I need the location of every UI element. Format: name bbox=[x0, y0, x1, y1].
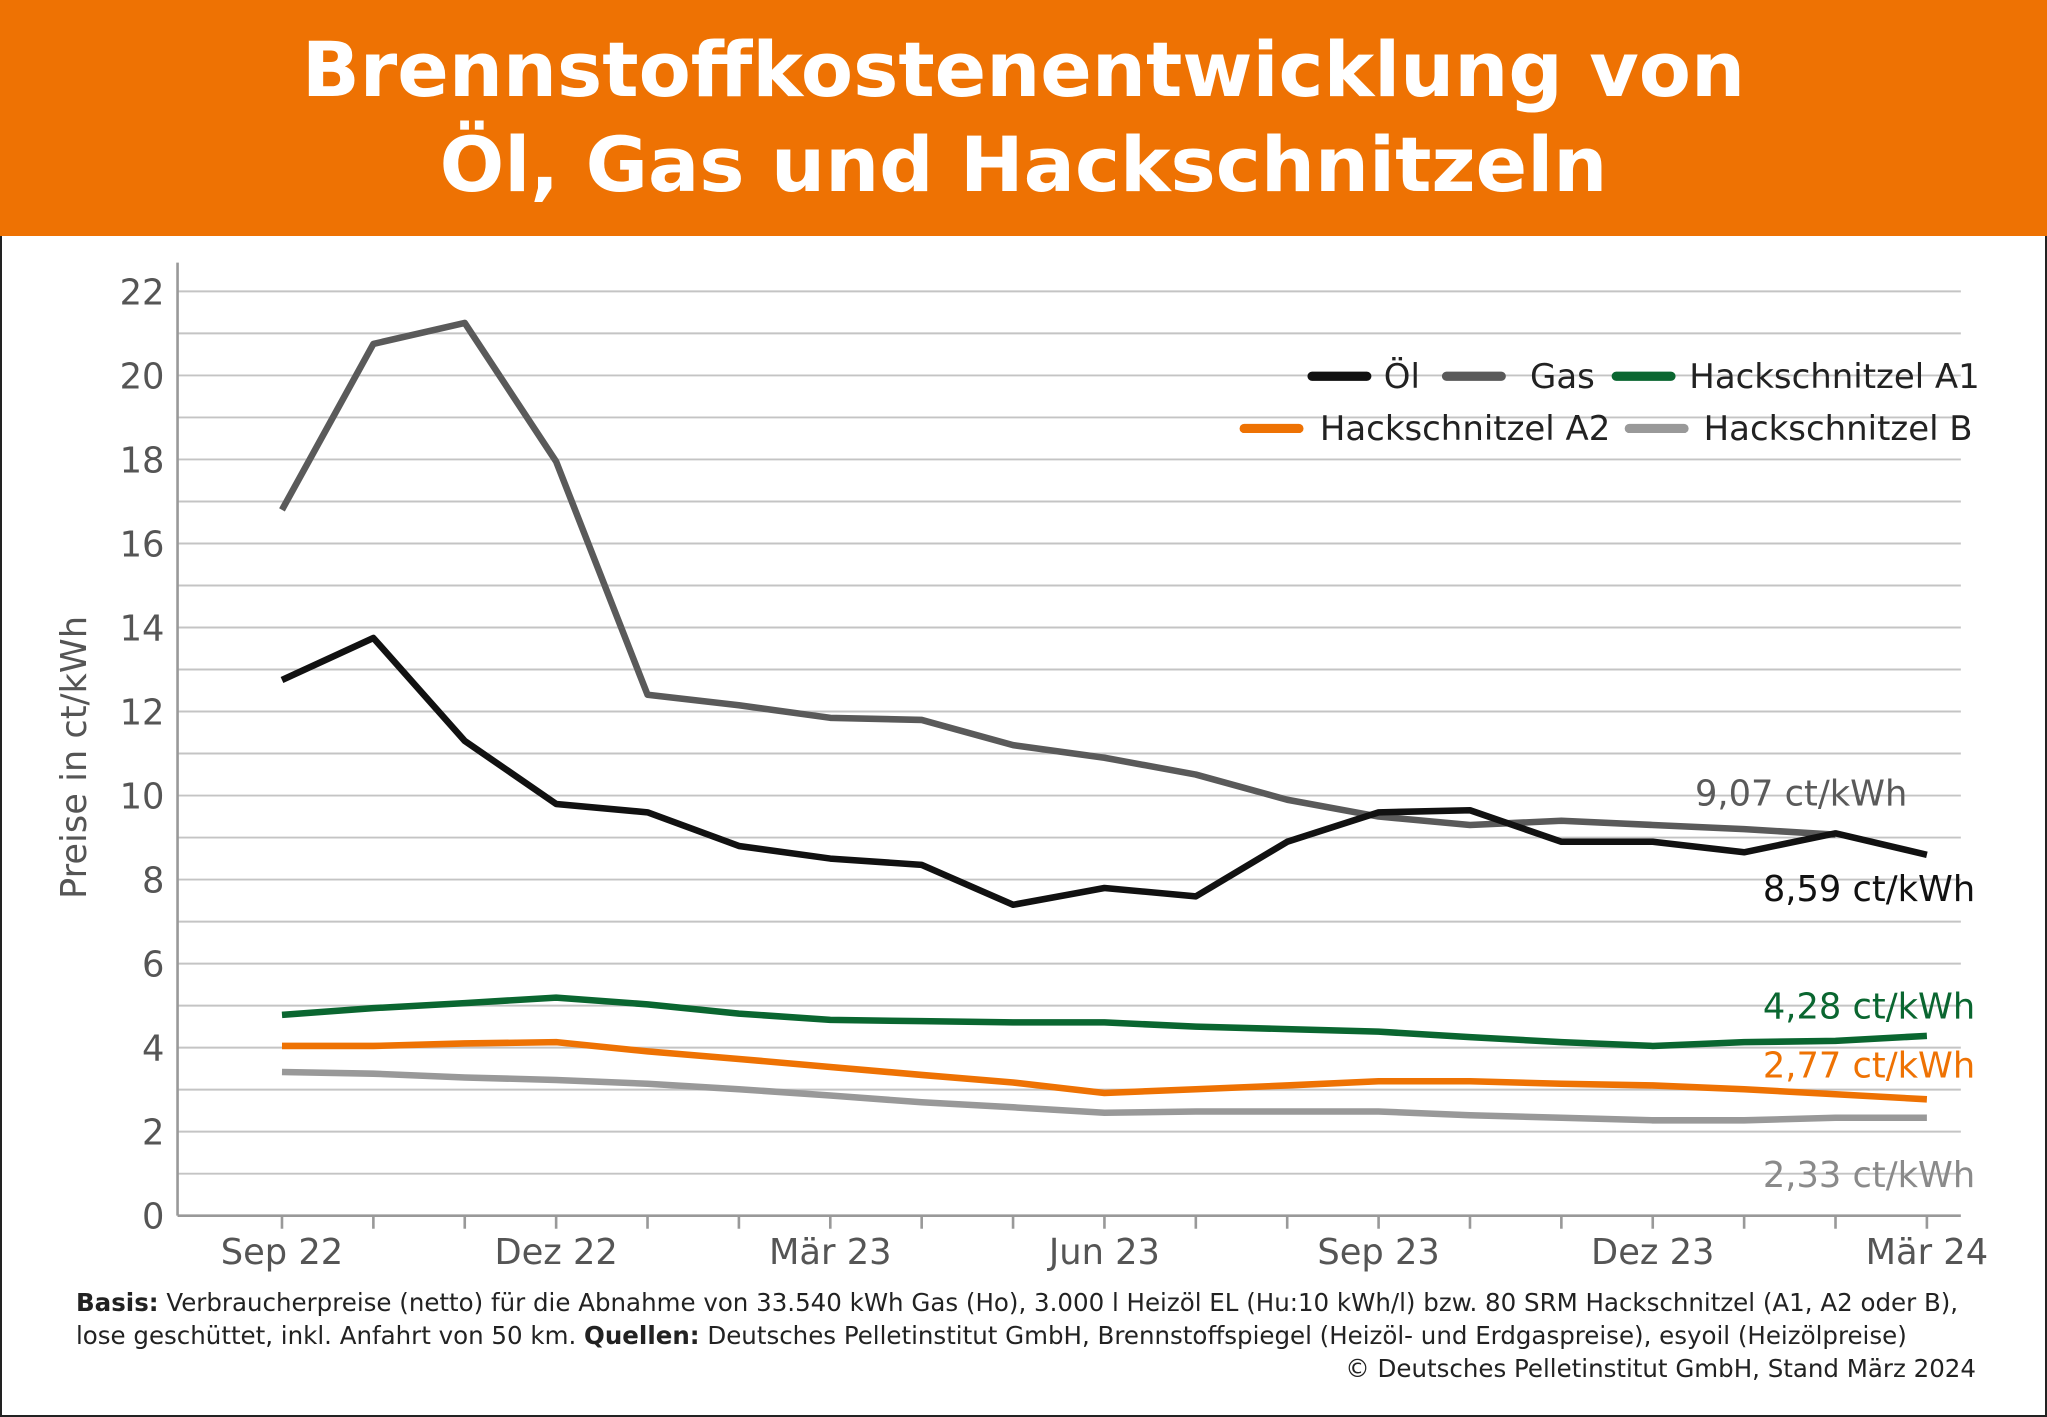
y-tick-label: 14 bbox=[120, 609, 165, 650]
x-tick-label: Mär 24 bbox=[1866, 1232, 1989, 1273]
x-tick-label: Sep 22 bbox=[221, 1232, 343, 1273]
basis-label: Basis: bbox=[76, 1288, 159, 1317]
series-line-hackschnitzel-b bbox=[281, 1068, 1927, 1124]
title-line-2: Öl, Gas und Hackschnitzeln bbox=[439, 120, 1608, 209]
end-labels: 8,59 ct/kWh 9,07 ct/kWh 4,28 ct/kWh 2,77 ct… bbox=[1695, 774, 1975, 1196]
y-tick-label: 8 bbox=[142, 861, 164, 902]
series-line--l bbox=[280, 634, 1928, 909]
x-tick-label: Mär 23 bbox=[769, 1232, 892, 1273]
y-tick-label: 4 bbox=[142, 1029, 164, 1070]
sources-text: Deutsches Pelletinstitut GmbH, Brennstof… bbox=[699, 1321, 1907, 1350]
axes: 0 2 4 6 8 10 12 14 16 18 20 22 Sep 22 Dez 22 Mär 23 Jun… bbox=[120, 262, 1989, 1273]
x-tick-label: Jun 23 bbox=[1047, 1232, 1160, 1273]
chart-title: Brennstoffkostenentwicklung von Öl, Gas … bbox=[0, 0, 2047, 236]
x-tick-label: Dez 23 bbox=[1591, 1232, 1714, 1273]
y-tick-label: 20 bbox=[120, 356, 165, 397]
sources-label: Quellen: bbox=[584, 1321, 700, 1350]
series-lines bbox=[279, 319, 1928, 1124]
legend-label: Hackschnitzel A1 bbox=[1689, 357, 1979, 397]
y-tick-label: 10 bbox=[120, 777, 165, 818]
end-value-label: 2,77 ct/kWh bbox=[1763, 1045, 1975, 1086]
legend-label: Hackschnitzel B bbox=[1704, 409, 1973, 449]
y-tick-label: 0 bbox=[142, 1197, 164, 1238]
x-tick-label: Sep 23 bbox=[1317, 1232, 1439, 1273]
y-tick-label: 12 bbox=[120, 693, 165, 734]
legend: Öl Gas Hackschnitzel A1 Hackschnitzel A2 Hac… bbox=[1239, 356, 1980, 449]
y-tick-label: 16 bbox=[120, 525, 165, 566]
y-tick-label: 22 bbox=[120, 272, 165, 313]
y-tick-label: 6 bbox=[142, 945, 164, 986]
y-tick-label: 2 bbox=[142, 1113, 164, 1154]
copyright: © Deutsches Pelletinstitut GmbH, Stand M… bbox=[1345, 1354, 1976, 1383]
basis-text: Verbraucherpreise (netto) für die Abnahm… bbox=[76, 1288, 1959, 1350]
series-line-hackschnitzel-a1 bbox=[281, 994, 1928, 1050]
legend-label: Öl bbox=[1384, 356, 1420, 397]
series-line-hackschnitzel-a2 bbox=[281, 1038, 1928, 1103]
footer-text: Basis: Verbraucherpreise (netto) für die… bbox=[76, 1286, 1976, 1352]
series-line-gas bbox=[279, 319, 1836, 838]
end-value-label: 4,28 ct/kWh bbox=[1763, 987, 1975, 1028]
title-line-1: Brennstoffkostenentwicklung von bbox=[301, 25, 1746, 114]
y-tick-label: 18 bbox=[120, 441, 165, 482]
legend-label: Gas bbox=[1530, 357, 1595, 397]
footer-notes: Basis: Verbraucherpreise (netto) für die… bbox=[76, 1286, 1976, 1385]
end-value-label: 8,59 ct/kWh bbox=[1763, 869, 1975, 910]
end-value-label: 9,07 ct/kWh bbox=[1695, 774, 1907, 815]
end-value-label: 2,33 ct/kWh bbox=[1763, 1155, 1975, 1196]
legend-label: Hackschnitzel A2 bbox=[1320, 409, 1610, 449]
y-axis-label: Preise in ct/kWh bbox=[54, 616, 95, 899]
x-tick-label: Dez 22 bbox=[494, 1232, 617, 1273]
